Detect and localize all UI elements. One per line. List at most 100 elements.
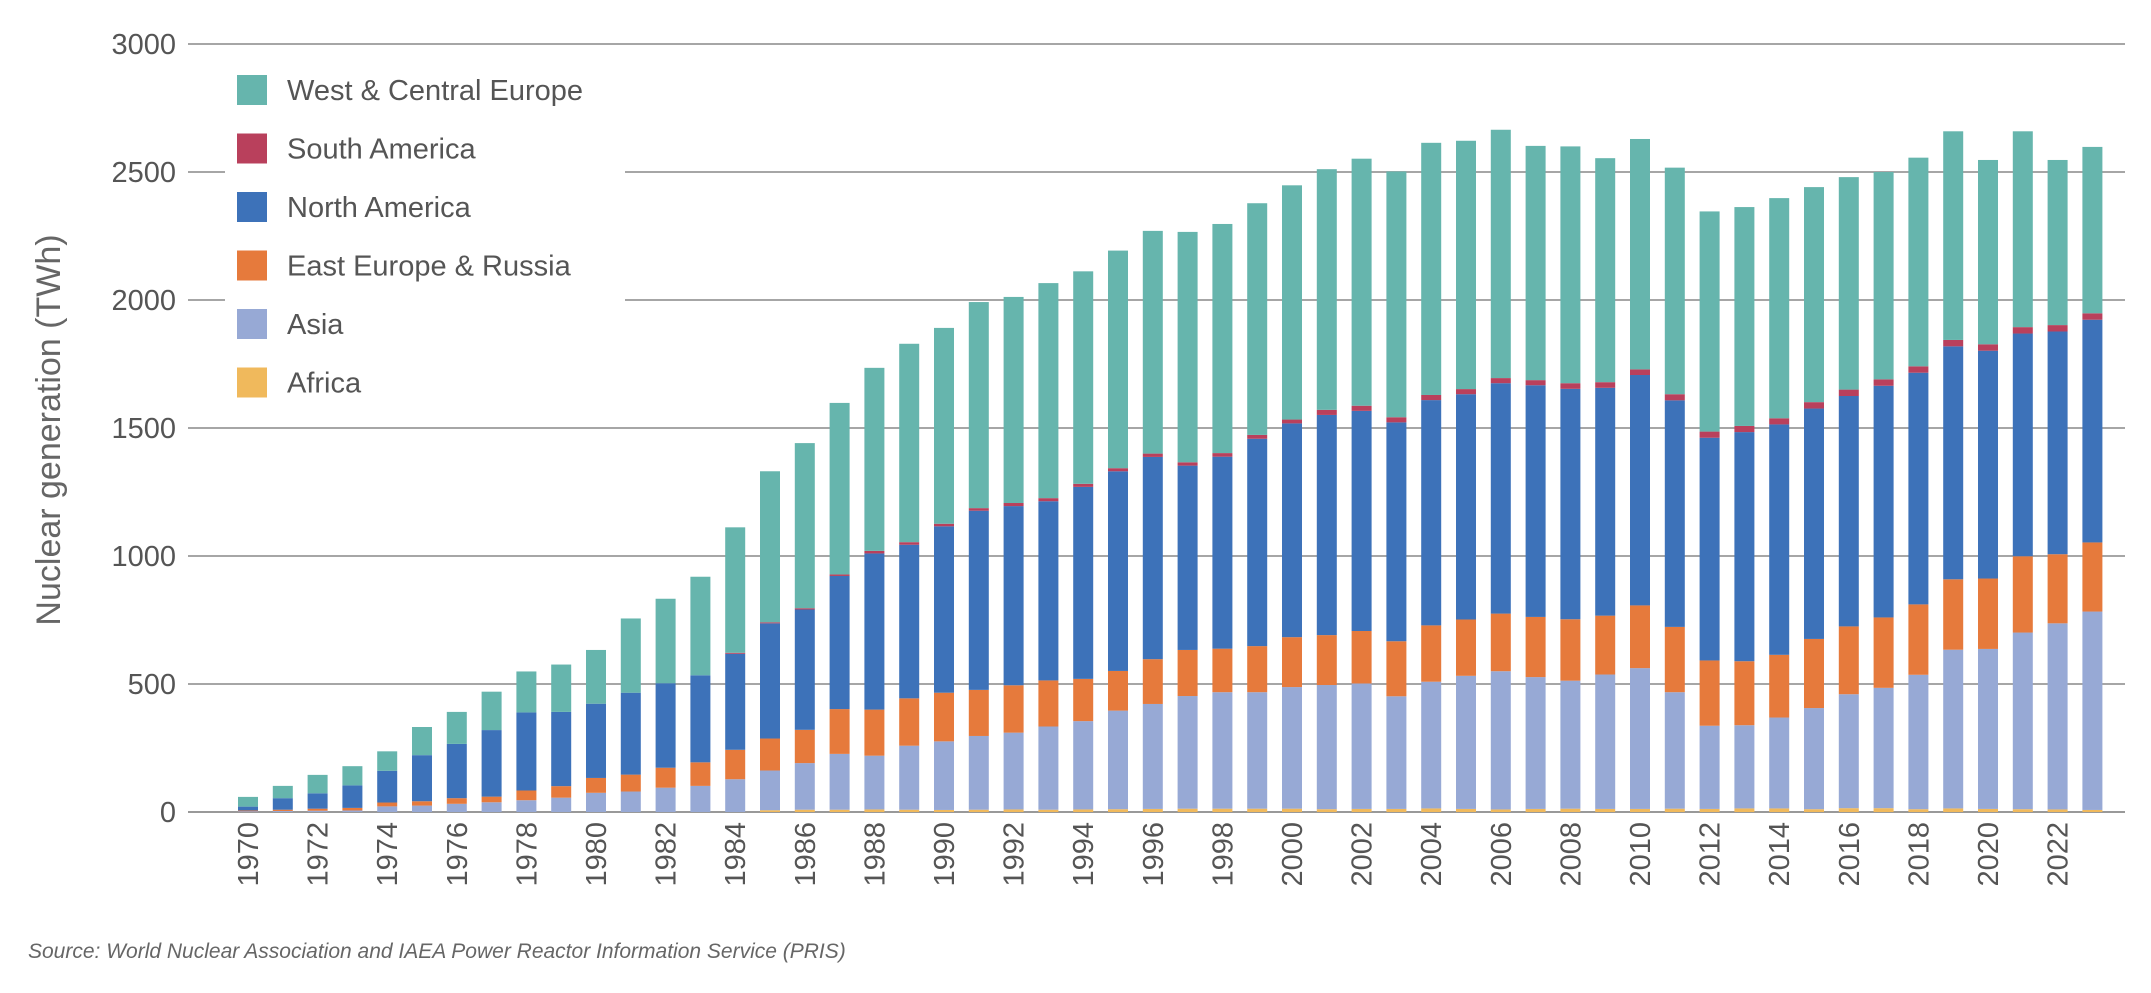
bar-segment xyxy=(1630,605,1650,669)
bar-segment xyxy=(1804,408,1824,639)
bar-segment xyxy=(725,527,746,653)
bar-segment xyxy=(2082,146,2103,314)
bar-segment xyxy=(1142,453,1163,457)
bar-segment xyxy=(864,809,885,812)
y-tick-label: 1000 xyxy=(111,541,176,573)
x-tick-label: 1980 xyxy=(581,822,613,887)
bar-segment xyxy=(412,805,432,812)
bar-segment xyxy=(1073,271,1094,484)
bar-segment xyxy=(899,542,920,545)
bar-segment xyxy=(1769,654,1790,718)
bar-segment xyxy=(934,741,954,810)
bar-segment xyxy=(551,664,572,712)
bar-segment xyxy=(1073,721,1094,810)
bar-segment xyxy=(829,809,850,812)
bar-segment xyxy=(1978,344,1998,351)
bar-segment xyxy=(690,785,711,812)
bar-segment xyxy=(1699,437,1720,661)
bar-segment xyxy=(1316,809,1337,812)
bar-segment xyxy=(1560,808,1581,812)
bar-segment xyxy=(1804,187,1824,403)
bar-segment xyxy=(1421,681,1442,809)
bar-segment xyxy=(794,809,815,812)
bar-segment xyxy=(1873,687,1894,809)
bar-segment xyxy=(446,798,467,804)
bar-segment xyxy=(968,302,989,509)
x-tick-label: 1970 xyxy=(233,822,265,887)
bar-segment xyxy=(272,810,293,812)
bar-segment xyxy=(1073,486,1094,679)
bar-segment xyxy=(2082,319,2103,543)
bar-segment xyxy=(968,508,989,511)
bar-segment xyxy=(934,327,954,524)
bar-segment xyxy=(1421,625,1442,682)
bar-segment xyxy=(794,443,815,609)
x-tick-label: 2016 xyxy=(1834,822,1866,887)
bar-segment xyxy=(1943,808,1964,812)
bar-segment xyxy=(1108,471,1128,671)
bar-segment xyxy=(1038,501,1059,681)
bar-segment xyxy=(1142,456,1163,660)
bar-segment xyxy=(1560,619,1581,681)
bar-segment xyxy=(2082,809,2103,812)
bar-segment xyxy=(1386,641,1407,697)
bar-segment xyxy=(1873,808,1894,812)
bar-segment xyxy=(1734,432,1755,662)
bar-segment xyxy=(2047,159,2068,326)
bar-segment xyxy=(1525,385,1546,617)
bar-segment xyxy=(1212,808,1233,812)
bar-segment xyxy=(968,735,989,810)
bar-segment xyxy=(1560,383,1581,389)
bar-segment xyxy=(2047,809,2068,812)
bar-segment xyxy=(1490,809,1511,812)
bar-segment xyxy=(1630,668,1650,809)
bar-segment xyxy=(760,810,780,812)
bar-segment xyxy=(1003,685,1024,733)
bar-segment xyxy=(1838,389,1859,396)
bar-segment xyxy=(1142,703,1163,809)
bar-segment xyxy=(1490,383,1511,614)
bar-segment xyxy=(2012,632,2033,810)
bar-segment xyxy=(1943,339,1964,347)
bar-segment xyxy=(1456,619,1476,676)
source-note: Source: World Nuclear Association and IA… xyxy=(28,940,846,963)
bar-segment xyxy=(1351,808,1372,812)
bar-segment xyxy=(690,762,711,786)
bar-segment xyxy=(238,811,258,812)
x-tick-label: 1994 xyxy=(1068,822,1100,887)
bar-segment xyxy=(620,791,641,812)
bar-segment xyxy=(1282,423,1302,638)
bar-segment xyxy=(829,709,850,754)
bar-segment xyxy=(1003,296,1024,504)
bar-segment xyxy=(1978,808,1998,812)
bar-segment xyxy=(1038,726,1059,810)
bar-segment xyxy=(2012,131,2033,328)
legend-swatch xyxy=(237,192,267,222)
bar-segment xyxy=(238,796,258,807)
x-tick-label: 1984 xyxy=(720,822,752,887)
bar-segment xyxy=(1212,456,1233,649)
bar-segment xyxy=(1177,696,1198,809)
bar-segment xyxy=(1282,687,1302,809)
bar-segment xyxy=(760,738,780,771)
bar-segment xyxy=(1838,177,1859,390)
bar-segment xyxy=(238,806,258,811)
bar-segment xyxy=(1282,185,1302,420)
bar-segment xyxy=(1316,169,1337,410)
bar-segment xyxy=(1177,649,1198,697)
legend-swatch xyxy=(237,133,267,164)
x-tick-label: 1976 xyxy=(442,822,474,887)
bar-segment xyxy=(1456,389,1476,395)
bar-segment xyxy=(899,544,920,699)
bar-segment xyxy=(1247,808,1268,812)
bar-segment xyxy=(342,810,363,812)
bar-segment xyxy=(934,526,954,693)
bar-segment xyxy=(1595,158,1616,383)
bars xyxy=(238,129,2103,812)
bar-segment xyxy=(690,675,711,763)
bar-segment xyxy=(307,774,328,794)
bar-segment xyxy=(1247,434,1268,439)
bar-segment xyxy=(725,652,746,654)
bar-segment xyxy=(481,802,502,812)
